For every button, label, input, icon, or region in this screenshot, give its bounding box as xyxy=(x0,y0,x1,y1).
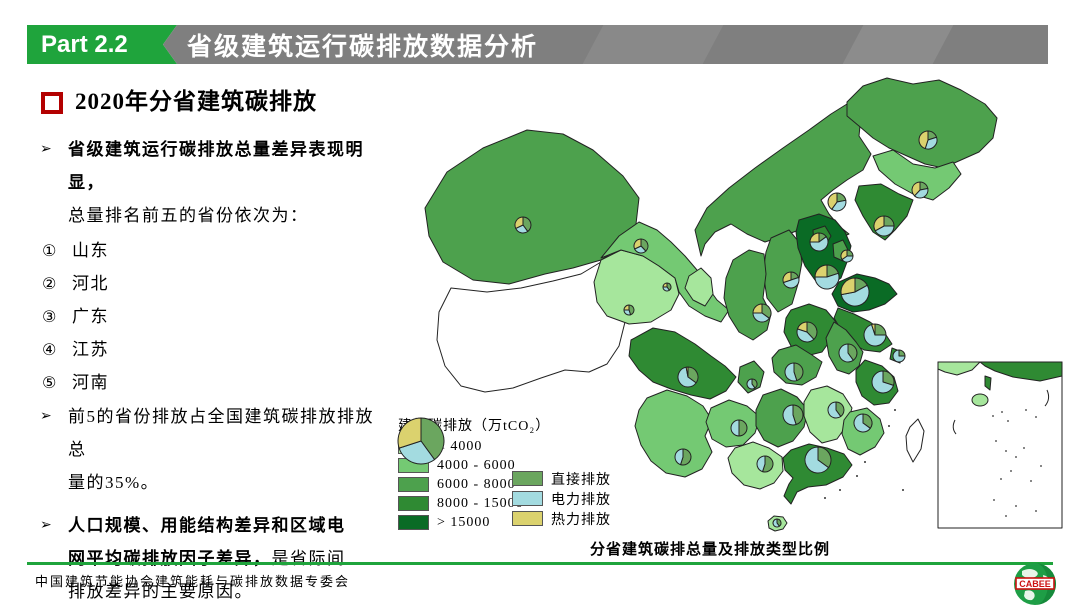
china-choropleth-map: 建筑碳排放（万tCO₂） < 4000 4000 - 6000 6000 - 8… xyxy=(395,60,1067,558)
south-china-sea-inset xyxy=(937,361,1063,529)
bullet-3: ➢ 人口规模、用能结构差异和区域电 网平均碳排放因子差异，是省际间 排放差异的主要… xyxy=(40,509,400,608)
legend-bin-row: > 15000 xyxy=(398,515,490,530)
province-shaanxi xyxy=(723,249,772,341)
bullet-2-line2: 量的35%。 xyxy=(68,473,160,492)
map-caption: 分省建筑碳排总量及排放类型比例 xyxy=(589,542,830,558)
legend-bin-row: 4000 - 6000 xyxy=(398,458,516,473)
province-jilin xyxy=(872,149,962,201)
province-tibet xyxy=(436,261,626,393)
pie-legend-row: 电力排放 xyxy=(512,491,611,508)
bullet-1-line1: 省级建筑运行碳排放总量差异表现明显， xyxy=(68,140,364,192)
header-title: 省级建筑运行碳排放数据分析 xyxy=(187,32,539,61)
pie-legend-row: 热力排放 xyxy=(512,511,611,528)
section-title: 2020年分省建筑碳排放 xyxy=(75,89,317,114)
list-item: ② 河北 xyxy=(40,267,400,300)
item-number: ② xyxy=(42,274,58,293)
footer-organization: 中国建筑节能协会建筑能耗与碳排放数据专委会 xyxy=(35,574,351,589)
part-label: Part 2.2 xyxy=(41,30,128,58)
pie-legend-swatch xyxy=(512,511,543,526)
legend-bin-label: 4000 - 6000 xyxy=(437,457,516,473)
legend-bin-row: 6000 - 8000 xyxy=(398,477,516,492)
province-liaoning xyxy=(854,183,914,241)
pie-legend-row: 直接排放 xyxy=(512,471,611,488)
bullet-3-bold1: 人口规模、用能结构差异和区域电 xyxy=(68,516,346,535)
footer-divider xyxy=(27,562,1053,565)
province-yunnan xyxy=(634,389,713,478)
bullet-3-bold2: 网平均碳排放因子差异， xyxy=(68,549,272,568)
legend-bin-label: 6000 - 8000 xyxy=(437,476,516,492)
bullet-1-line2: 总量排名前五的省份依次为： xyxy=(68,206,309,225)
legend-bin-swatch xyxy=(398,515,429,530)
sample-pie-chart xyxy=(397,417,445,465)
bullet-3-normal3: 排放差异的主要原因。 xyxy=(68,582,253,601)
list-item: ① 山东 xyxy=(40,234,400,267)
header-banner: 省级建筑运行碳排放数据分析 xyxy=(163,25,1048,64)
item-label: 河北 xyxy=(72,274,109,293)
ranked-province-list: ① 山东 ② 河北 ③ 广东 ④ 江苏 ⑤ 河南 xyxy=(40,234,400,399)
island-taiwan xyxy=(905,418,925,463)
item-number: ④ xyxy=(42,340,58,359)
pie-legend-label: 电力排放 xyxy=(551,492,611,508)
bullet-1: ➢ 省级建筑运行碳排放总量差异表现明显， 总量排名前五的省份依次为： xyxy=(40,133,400,232)
list-item: ⑤ 河南 xyxy=(40,366,400,399)
part-badge: Part 2.2 xyxy=(27,25,177,64)
bullet-arrow-icon: ➢ xyxy=(40,409,52,424)
legend-bin-label: > 15000 xyxy=(437,514,491,530)
legend-bin-swatch xyxy=(398,477,429,492)
bullet-3-normal2: 是省际间 xyxy=(271,549,346,568)
pie-legend-swatch xyxy=(512,471,543,486)
pie-legend-label: 直接排放 xyxy=(551,472,611,488)
item-label: 山东 xyxy=(72,241,109,260)
banner-decoration xyxy=(582,25,724,64)
province-heilongjiang xyxy=(846,77,998,169)
legend-bin-row: 8000 - 15000 xyxy=(398,496,524,511)
legend-bin-label: 8000 - 15000 xyxy=(437,495,524,511)
province-shanxi xyxy=(762,229,803,313)
province-sichuan xyxy=(628,327,737,400)
item-number: ① xyxy=(42,241,58,260)
bullet-arrow-icon: ➢ xyxy=(40,142,52,157)
item-label: 广东 xyxy=(72,307,109,326)
list-item: ③ 广东 xyxy=(40,300,400,333)
logo-text: CABEE xyxy=(1019,579,1051,589)
item-number: ③ xyxy=(42,307,58,326)
pie-legend-swatch xyxy=(512,491,543,506)
list-item: ④ 江苏 xyxy=(40,333,400,366)
map-svg xyxy=(424,77,1063,532)
legend-bin-swatch xyxy=(398,496,429,511)
province-pie-charts xyxy=(514,130,938,528)
pie-legend-label: 热力排放 xyxy=(551,512,611,528)
section-bullet-square xyxy=(41,92,63,114)
bullet-2-line1: 前5的省份排放占全国建筑碳排放排放总 xyxy=(68,407,374,459)
item-number: ⑤ xyxy=(42,373,58,392)
province-jiangxi xyxy=(803,385,853,444)
bullet-arrow-icon: ➢ xyxy=(40,518,52,533)
province-ningxia xyxy=(684,267,714,307)
province-guangxi xyxy=(727,441,784,490)
item-label: 河南 xyxy=(72,373,109,392)
banner-decoration xyxy=(842,25,954,64)
province-hunan xyxy=(755,388,809,448)
province-guangdong xyxy=(782,443,853,505)
item-label: 江苏 xyxy=(72,340,109,359)
cabee-logo: CABEE xyxy=(1014,563,1056,605)
legend-bin-label: < 4000 xyxy=(437,438,483,454)
bullet-2: ➢ 前5的省份排放占全国建筑碳排放排放总 量的35%。 xyxy=(40,400,400,499)
